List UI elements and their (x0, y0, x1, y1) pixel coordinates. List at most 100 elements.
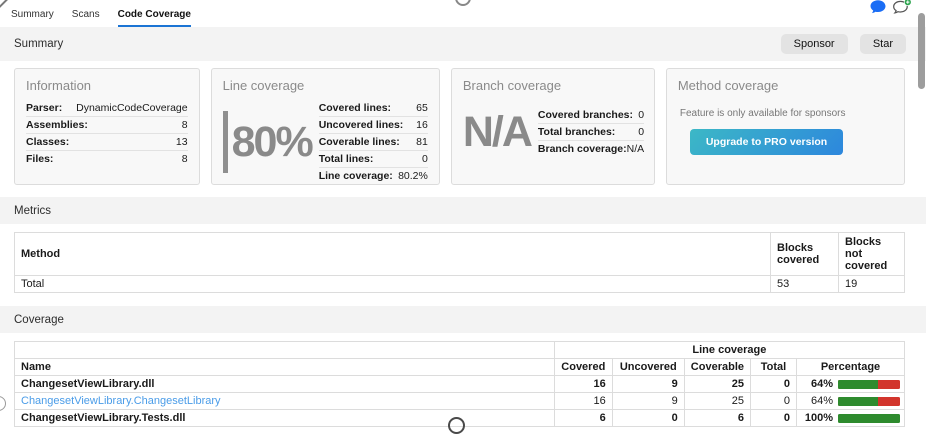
coverage-header-row: Name Covered Uncovered Coverable Total Percen… (14, 358, 905, 376)
coverage-col-header-name[interactable]: Name (14, 358, 555, 376)
stat-label: Line coverage: (318, 170, 393, 182)
card-title-branch-coverage: Branch coverage (462, 78, 562, 93)
coverage-coverable-cell: 25 (683, 375, 752, 393)
coverage-uncovered-cell: 9 (611, 375, 685, 393)
upgrade-pro-button[interactable]: Upgrade to PRO version (689, 129, 844, 155)
section-title-summary: Summary (14, 38, 64, 50)
stat-row: Uncovered lines: 16 (318, 117, 428, 134)
coverage-table: Line coverage Name Covered Uncovered Covera… (14, 341, 906, 427)
metrics-cell: 19 (838, 275, 905, 293)
stat-value: 65 (416, 102, 428, 114)
coverage-coverable-cell: 25 (683, 392, 752, 410)
metrics-col-header: Blocks covered (770, 232, 839, 276)
metrics-cell: Total (14, 275, 771, 293)
stat-value: DynamicCodeCoverage (76, 102, 188, 114)
coverage-bar-fill (838, 413, 900, 423)
stat-row: Line coverage: 80.2% (319, 168, 428, 184)
header-icons (869, 0, 912, 17)
line-coverage-group-header: Line coverage (553, 341, 906, 359)
stat-row: Files: 8 (26, 151, 188, 167)
coverage-accent-bar (222, 111, 228, 173)
stat-label: Uncovered lines: (318, 119, 404, 131)
coverage-covered-cell: 16 (553, 375, 613, 393)
coverage-uncovered-cell: 0 (611, 409, 685, 427)
cropped-circle-bottom (448, 417, 465, 434)
information-card: Information Parser: DynamicCodeCoverage As… (14, 68, 200, 185)
sponsor-button[interactable]: Sponsor (780, 34, 848, 54)
tab-scans[interactable]: Scans (71, 9, 100, 20)
tab-code-coverage[interactable]: Code Coverage (117, 9, 191, 27)
coverage-group-header-row: Line coverage (14, 341, 906, 359)
section-title-coverage: Coverage (14, 313, 64, 326)
stat-value: 0 (638, 109, 645, 121)
summary-cards: Information Parser: DynamicCodeCoverage As… (0, 61, 926, 197)
metrics-header-row: Method Blocks covered Blocks not covered (14, 232, 905, 276)
stat-label: Parser: (26, 102, 63, 114)
sponsors-only-message: Feature is only available for sponsors (679, 108, 846, 119)
coverage-total-cell: 0 (750, 375, 797, 393)
add-comment-icon[interactable] (892, 0, 912, 17)
stat-row: Covered lines: 65 (318, 100, 428, 117)
stat-value: 0 (638, 126, 645, 138)
stat-row: Total lines: 0 (318, 151, 428, 168)
stat-row: Classes: 13 (26, 134, 188, 151)
metrics-cell: 53 (770, 275, 839, 293)
coverage-covered-cell: 6 (553, 409, 613, 427)
card-title-information: Information (26, 78, 92, 93)
stat-value: 16 (416, 119, 428, 131)
metrics-col-header: Blocks not covered (838, 232, 905, 276)
coverage-percentage-cell: 64% (796, 375, 905, 393)
branch-coverage-stats: Covered branches: 0 Total branches: 0 Branch… (537, 107, 645, 157)
stat-value: 8 (181, 153, 188, 165)
method-coverage-card: Method coverage Feature is only availabl… (665, 68, 905, 185)
stat-row: Parser: DynamicCodeCoverage (26, 100, 188, 117)
star-button[interactable]: Star (859, 34, 906, 54)
tab-summary[interactable]: Summary (11, 9, 54, 20)
coverage-bar (838, 396, 900, 406)
stat-label: Covered branches: (537, 109, 634, 121)
stat-value: N/A (626, 143, 645, 155)
coverage-col-header-covered[interactable]: Covered (553, 358, 613, 376)
coverage-covered-cell: 16 (553, 392, 613, 410)
branch-coverage-card: Branch coverage N/A Covered branches: 0 To… (450, 68, 655, 185)
coverage-total-cell: 0 (750, 392, 797, 410)
stat-label: Assemblies: (26, 119, 88, 131)
stat-row: Covered branches: 0 (537, 107, 645, 124)
coverage-col-header-total[interactable]: Total (750, 358, 797, 376)
stat-row: Branch coverage: N/A (538, 141, 644, 157)
chat-icon[interactable] (869, 0, 887, 17)
card-title-line-coverage: Line coverage (222, 78, 305, 93)
coverage-total-cell: 0 (750, 409, 797, 427)
stat-label: Covered lines: (318, 102, 392, 114)
stat-value: 13 (175, 136, 188, 148)
coverage-bar-fill (838, 396, 878, 406)
metrics-table-wrap: Method Blocks covered Blocks not covered T… (0, 224, 926, 306)
coverage-table-wrap: Line coverage Name Covered Uncovered Covera… (0, 333, 926, 440)
coverage-uncovered-cell: 9 (611, 392, 685, 410)
coverage-col-header-uncovered[interactable]: Uncovered (611, 358, 685, 376)
line-coverage-card: Line coverage 80% Covered lines: 65 Uncove… (210, 68, 440, 185)
stat-value: 0 (422, 153, 428, 165)
metrics-col-header: Method (14, 232, 771, 276)
stat-value: 8 (181, 119, 188, 131)
stat-label: Total branches: (537, 126, 616, 138)
vertical-scrollbar[interactable] (918, 13, 925, 89)
stat-label: Coverable lines: (318, 136, 400, 148)
percentage-inner: 64% (801, 395, 900, 407)
coverage-col-header-percentage[interactable]: Percentage (796, 358, 905, 376)
tab-bar: Summary Scans Code Coverage (0, 0, 926, 27)
coverage-name-cell: ChangesetViewLibrary.Tests.dll (14, 409, 555, 427)
stat-label: Classes: (26, 136, 70, 148)
metrics-table: Method Blocks covered Blocks not covered T… (14, 232, 905, 293)
coverage-bar (838, 413, 900, 423)
coverage-name-cell: ChangesetViewLibrary.dll (14, 375, 555, 393)
stat-row: Total branches: 0 (537, 124, 645, 141)
stat-row: Coverable lines: 81 (318, 134, 428, 151)
coverage-col-header-coverable[interactable]: Coverable (683, 358, 752, 376)
branch-coverage-big-value: N/A (462, 107, 533, 156)
percentage-value: 64% (810, 378, 833, 390)
coverage-percentage-cell: 100% (796, 409, 905, 427)
coverage-section-header: Coverage (0, 306, 926, 333)
stat-label: Total lines: (318, 153, 374, 165)
coverage-name-cell[interactable]: ChangesetViewLibrary.ChangesetLibrary (14, 392, 555, 410)
